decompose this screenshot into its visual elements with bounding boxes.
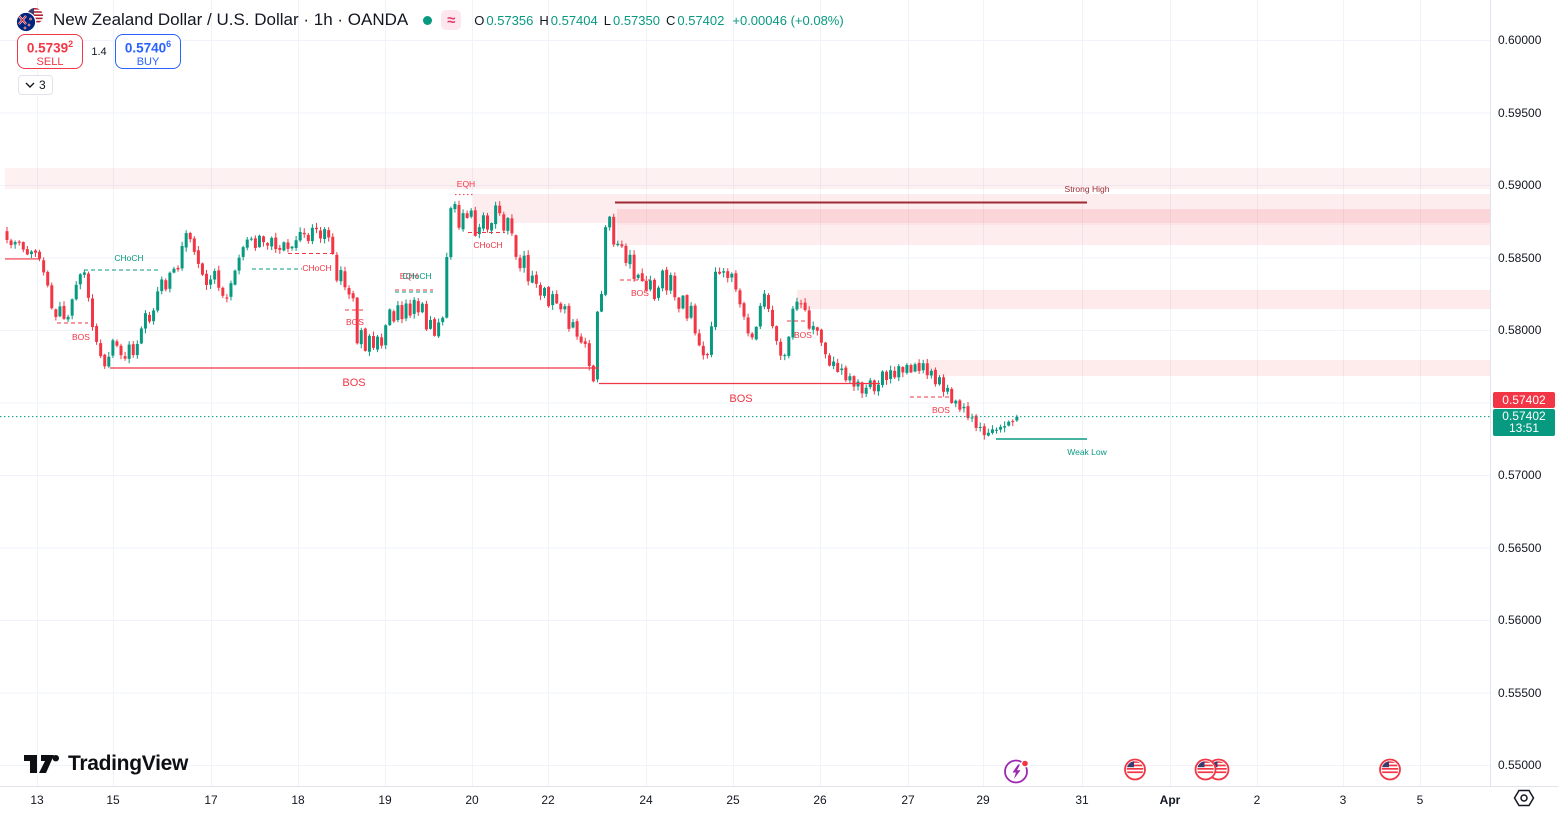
- buy-button[interactable]: 0.57406 BUY: [115, 34, 181, 69]
- supply-zone: [5, 168, 1490, 190]
- supply-zone: [617, 209, 1490, 226]
- structure-label: BOS: [794, 330, 812, 340]
- structure-label: BOS: [342, 377, 365, 389]
- symbol-flag-pair-icon: [14, 7, 46, 33]
- open-value: 0.57356: [486, 12, 534, 28]
- supply-zone: [926, 360, 1490, 376]
- time-axis-label: 5: [1416, 793, 1424, 807]
- structure-label: EQH: [457, 179, 475, 189]
- candles: [5, 200, 1019, 440]
- high-label: H: [539, 12, 549, 28]
- lightning-event-icon[interactable]: [1004, 758, 1031, 785]
- last-price-badge: 0.57402 13:51: [1493, 409, 1555, 436]
- structure-label: EQH: [400, 271, 418, 281]
- price-axis-label: 0.58500: [1498, 250, 1542, 265]
- time-axis-label: 24: [639, 793, 653, 807]
- structure-label: CHoCH: [302, 263, 331, 273]
- sell-price-sup: 2: [68, 39, 74, 49]
- tradingview-logo-icon: [22, 750, 60, 778]
- time-axis-label: 13: [30, 793, 44, 807]
- structure-label: BOS: [346, 317, 364, 327]
- high-value: 0.57404: [550, 12, 598, 28]
- symbol-legend[interactable]: New Zealand Dollar / U.S. Dollar · 1h · …: [14, 7, 844, 33]
- time-axis-label: 17: [204, 793, 218, 807]
- open-label: O: [474, 12, 485, 28]
- supply-zone: [797, 289, 1490, 309]
- time-axis-label: 15: [106, 793, 120, 807]
- low-label: L: [603, 12, 611, 28]
- price-axis-label: 0.56000: [1498, 613, 1542, 627]
- time-axis-label: 22: [541, 793, 555, 807]
- indicator-count: 3: [39, 78, 46, 92]
- structure-label: CHoCH: [114, 253, 143, 263]
- price-axis-label: 0.55000: [1498, 758, 1542, 772]
- close-label: C: [665, 12, 676, 28]
- time-axis-label: 29: [976, 793, 990, 807]
- sell-label: SELL: [36, 55, 64, 68]
- close-value: 0.57402: [677, 12, 725, 28]
- time-axis-label: 18: [291, 793, 305, 807]
- time-axis-label: 2: [1253, 793, 1261, 807]
- sell-price: 0.5739: [26, 40, 69, 56]
- indicators-collapse-chip[interactable]: 3: [18, 75, 53, 95]
- approx-values-icon[interactable]: ≈: [441, 10, 462, 30]
- time-axis[interactable]: 13 15 17 18 19 20 22 24 25 26 27 29 31 Apr 2 3 5: [0, 786, 1558, 815]
- supply-zone: [617, 225, 1490, 246]
- structure-label: Strong High: [1065, 184, 1110, 194]
- structure-label: BOS: [729, 393, 752, 405]
- buy-price: 0.5740: [124, 40, 167, 56]
- last-price-badge-red: 0.57402: [1493, 392, 1555, 408]
- structure-label: BOS: [631, 288, 649, 298]
- price-axis[interactable]: 0.60000 0.59500 0.59000 0.58500 0.58000 0.570…: [1490, 0, 1558, 786]
- buy-price-sup: 6: [166, 39, 172, 49]
- time-axis-label: 20: [465, 793, 479, 807]
- us-flag-double-event-icon[interactable]: [1194, 758, 1230, 786]
- chevron-down-icon: [25, 82, 35, 88]
- low-value: 0.57350: [612, 12, 660, 28]
- time-axis-label: 3: [1339, 793, 1347, 807]
- price-axis-label: 0.59000: [1498, 178, 1542, 192]
- time-axis-label: 25: [726, 793, 740, 807]
- time-axis-label: 31: [1075, 793, 1089, 807]
- supply-zone: [473, 193, 1490, 223]
- price-axis-label: 0.59500: [1498, 105, 1542, 120]
- market-open-dot-icon[interactable]: [423, 15, 433, 25]
- us-flag-event-icon[interactable]: [1124, 758, 1147, 781]
- spread-value: 1.4: [91, 45, 107, 58]
- structure-label: CHoCH: [473, 240, 502, 250]
- bar-countdown: 13:51: [1508, 421, 1540, 435]
- ohlc-row: O 0.57356 H 0.57404 L 0.57350 C 0.57402 …: [474, 13, 843, 28]
- structure-label: BOS: [932, 405, 950, 415]
- structure-label: CHoCH: [402, 271, 431, 281]
- price-axis-label: 0.57000: [1498, 468, 1542, 482]
- structure-label: BOS: [72, 332, 90, 342]
- price-axis-label: 0.55500: [1498, 685, 1542, 700]
- time-axis-label: Apr: [1159, 793, 1181, 807]
- price-axis-label: 0.60000: [1498, 33, 1542, 47]
- sell-button[interactable]: 0.57392 SELL: [17, 34, 83, 69]
- trade-panel: 0.57392 SELL 1.4 0.57406 BUY: [17, 34, 181, 69]
- time-axis-label: 27: [901, 793, 915, 807]
- time-axis-label: 26: [813, 793, 827, 807]
- tradingview-brand-text: TradingView: [68, 752, 189, 775]
- change-value: +0.00046 (+0.08%): [732, 12, 844, 28]
- us-flag-event-icon[interactable]: [1379, 758, 1402, 781]
- symbol-title[interactable]: New Zealand Dollar / U.S. Dollar · 1h · …: [53, 10, 409, 29]
- scale-settings-icon[interactable]: [1512, 788, 1536, 808]
- price-chart[interactable]: BOSCHoCHCHoCHBOSEQHCHoCHEQHCHoCHBOSBOSBO…: [0, 0, 1490, 786]
- price-axis-label: 0.58000: [1498, 323, 1542, 337]
- time-axis-label: 19: [378, 793, 392, 807]
- tradingview-watermark[interactable]: TradingView: [22, 750, 188, 778]
- last-price-value: 0.57402: [1502, 409, 1546, 423]
- structure-label: Weak Low: [1067, 447, 1107, 457]
- buy-label: BUY: [136, 55, 160, 68]
- price-axis-label: 0.56500: [1498, 540, 1542, 555]
